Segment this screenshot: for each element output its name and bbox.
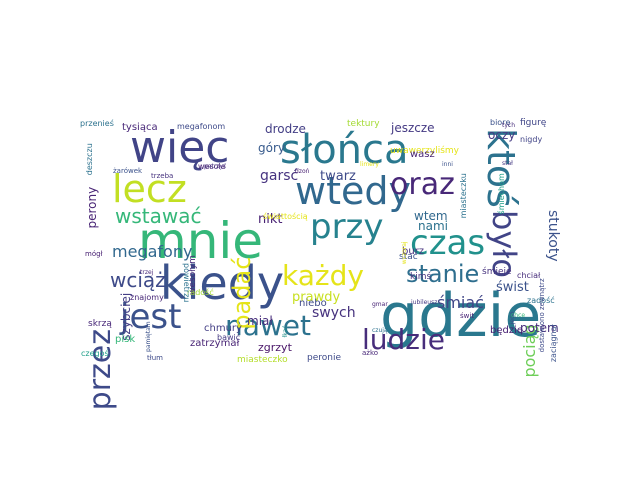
cloud-word: megafony <box>112 242 193 261</box>
cloud-word: czują <box>372 327 388 334</box>
cloud-word: chce <box>511 312 526 319</box>
cloud-word: śmieje <box>482 267 512 277</box>
cloud-word: kimś <box>410 272 432 282</box>
cloud-word: tłum <box>147 354 163 362</box>
cloud-word: kiedy <box>160 256 285 310</box>
cloud-word: przez <box>83 329 118 411</box>
cloud-word: ludzie <box>362 323 446 356</box>
cloud-word: znajomy <box>130 293 164 302</box>
cloud-word: niebo <box>299 298 327 309</box>
cloud-word: deszczu <box>85 143 94 176</box>
cloud-word: świattością <box>263 212 308 221</box>
cloud-word: swych <box>312 305 356 321</box>
cloud-word: dostawiono zewnątrz <box>538 278 546 353</box>
cloud-word: tych <box>502 122 516 129</box>
cloud-word: twarz <box>320 169 356 184</box>
cloud-word: wtedy <box>295 169 411 213</box>
cloud-word: słońca <box>280 127 409 173</box>
cloud-word: miasteczko <box>237 355 288 365</box>
cloud-word: każdy <box>282 259 364 292</box>
cloud-word: będzie <box>490 325 524 336</box>
cloud-word: przenieś <box>80 119 114 128</box>
cloud-word: burz <box>402 246 425 257</box>
cloud-word: jest <box>120 297 182 337</box>
cloud-word: jeszcze <box>391 121 435 135</box>
cloud-word: nawet <box>225 309 312 342</box>
cloud-word: wesołe <box>198 162 226 171</box>
word-cloud: gdzie mnie kiedy więc słońca wtedy lecz przy jes… <box>80 118 561 411</box>
cloud-word: zaciągnął <box>549 324 558 363</box>
cloud-word: śmiechom <box>497 173 506 215</box>
cloud-word: trzej <box>140 269 154 276</box>
cloud-word: łkać <box>282 325 289 338</box>
cloud-word: powietrzu <box>182 263 191 303</box>
cloud-word: patrzyć <box>204 163 227 170</box>
cloud-word: uwawerzyliśmy <box>390 146 460 156</box>
cloud-word: ażko <box>362 349 379 357</box>
cloud-word: miasteczku <box>459 173 468 219</box>
cloud-word: pamiętam <box>145 321 152 352</box>
cloud-word: tysiąca <box>122 122 158 133</box>
cloud-word: bawić <box>217 333 241 342</box>
cloud-word: drodze <box>265 122 306 136</box>
cloud-word: czegoś <box>81 349 109 358</box>
cloud-word: pisk <box>115 334 136 345</box>
cloud-word: stać <box>399 252 418 262</box>
cloud-word: stał <box>502 160 513 167</box>
cloud-word: stukoty <box>545 210 561 262</box>
cloud-word: przy <box>310 207 384 247</box>
cloud-word: wasz <box>410 149 435 160</box>
cloud-word: chmury <box>204 323 242 334</box>
cloud-word: czas <box>410 223 486 263</box>
cloud-word: radość <box>187 288 214 297</box>
cloud-word: świt <box>460 312 475 320</box>
cloud-word: wciąż <box>110 268 166 292</box>
cloud-word: gdzie <box>380 281 542 351</box>
cloud-word: zadość <box>527 296 555 305</box>
cloud-word: peronie <box>307 353 342 363</box>
cloud-word: żarówek <box>113 167 143 175</box>
cloud-word: stanie <box>406 260 480 288</box>
cloud-word: inni <box>442 161 453 168</box>
cloud-word: garsć <box>260 168 299 184</box>
cloud-word: mnie <box>138 212 264 270</box>
cloud-word: dzoń <box>295 168 310 175</box>
cloud-word: nikt <box>258 212 283 227</box>
cloud-word: mógł <box>85 250 103 258</box>
cloud-word: figurę <box>520 118 547 128</box>
cloud-word: więc <box>130 122 230 173</box>
cloud-word: skrzą <box>88 319 112 329</box>
cloud-word: nami <box>418 219 448 233</box>
cloud-word: wtem <box>414 209 448 223</box>
cloud-word: zatrzymał <box>190 338 240 349</box>
cloud-word: prawdy <box>292 290 341 305</box>
cloud-word: wstawać <box>115 204 202 228</box>
cloud-word: wczoraj <box>401 241 408 265</box>
cloud-word: góry <box>258 141 285 155</box>
cloud-word: potem <box>520 321 559 335</box>
cloud-word: nigdy <box>520 135 543 144</box>
cloud-word: limery <box>360 161 379 168</box>
cloud-word: miał <box>247 314 273 328</box>
cloud-word: zgrzyt <box>258 341 292 354</box>
cloud-word: świst <box>496 280 529 295</box>
cloud-word: megafonom <box>177 122 226 131</box>
cloud-word: jubileusz <box>411 299 438 306</box>
cloud-word: śmiać <box>437 293 484 312</box>
cloud-word: biorę <box>490 118 511 127</box>
cloud-word: chciał <box>517 271 541 280</box>
cloud-word: oraz <box>390 167 455 202</box>
cloud-word: trzeba <box>151 172 174 180</box>
cloud-word: oczy <box>488 128 516 142</box>
cloud-word: perony <box>85 186 99 229</box>
cloud-word: lecz <box>112 167 187 211</box>
cloud-word: tektury <box>347 119 380 129</box>
cloud-word: gmar <box>372 301 388 308</box>
